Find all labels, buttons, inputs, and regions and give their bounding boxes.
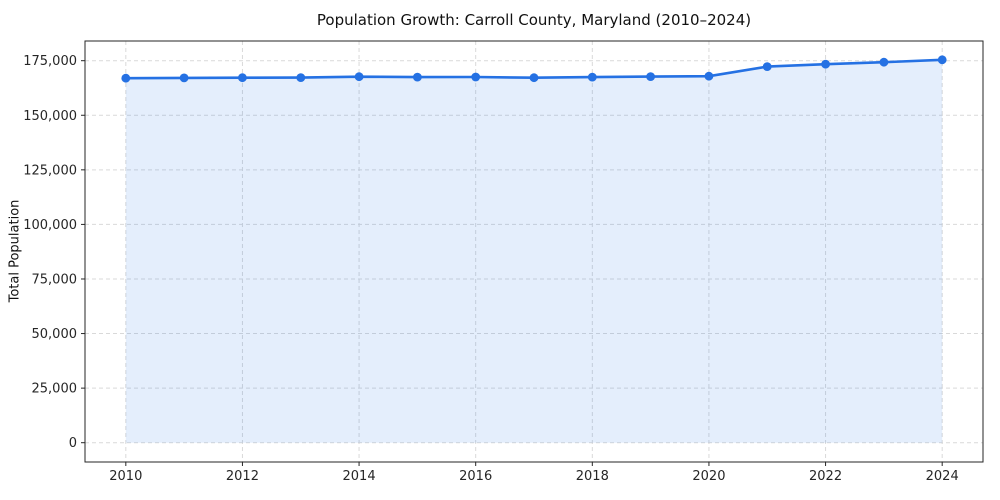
data-point <box>937 55 947 65</box>
data-point <box>413 72 422 82</box>
data-point <box>354 72 364 82</box>
data-point <box>529 73 539 83</box>
data-point <box>646 72 655 81</box>
data-point <box>296 73 306 82</box>
data-point <box>587 72 597 82</box>
y-tick-label: 150,000 <box>23 109 77 124</box>
x-tick-label: 2020 <box>692 469 725 484</box>
x-tick-label: 2018 <box>576 469 609 484</box>
x-tick-label: 2014 <box>343 469 376 484</box>
data-point <box>762 62 772 71</box>
data-point <box>879 57 889 67</box>
x-tick-label: 2024 <box>926 469 959 484</box>
y-tick-label: 0 <box>69 436 77 451</box>
y-tick-label: 50,000 <box>32 327 78 342</box>
x-tick-label: 2022 <box>809 469 842 484</box>
chart-title: Population Growth: Carroll County, Maryl… <box>316 11 752 29</box>
y-tick-label: 175,000 <box>23 54 77 69</box>
axes-frame <box>84 40 984 463</box>
y-tick-label: 25,000 <box>32 382 78 397</box>
x-tick-label: 2010 <box>109 469 142 484</box>
data-point <box>238 73 247 83</box>
data-point <box>821 59 830 69</box>
y-tick-label: 75,000 <box>32 272 78 287</box>
data-point <box>471 72 481 82</box>
y-tick-label: 125,000 <box>23 163 77 178</box>
data-point <box>704 71 714 81</box>
area-fill <box>125 59 943 443</box>
y-tick-label: 100,000 <box>23 218 77 233</box>
x-tick-label: 2012 <box>226 469 259 484</box>
data-point <box>121 73 131 83</box>
data-point <box>179 73 189 83</box>
x-tick-label: 2016 <box>459 469 492 484</box>
